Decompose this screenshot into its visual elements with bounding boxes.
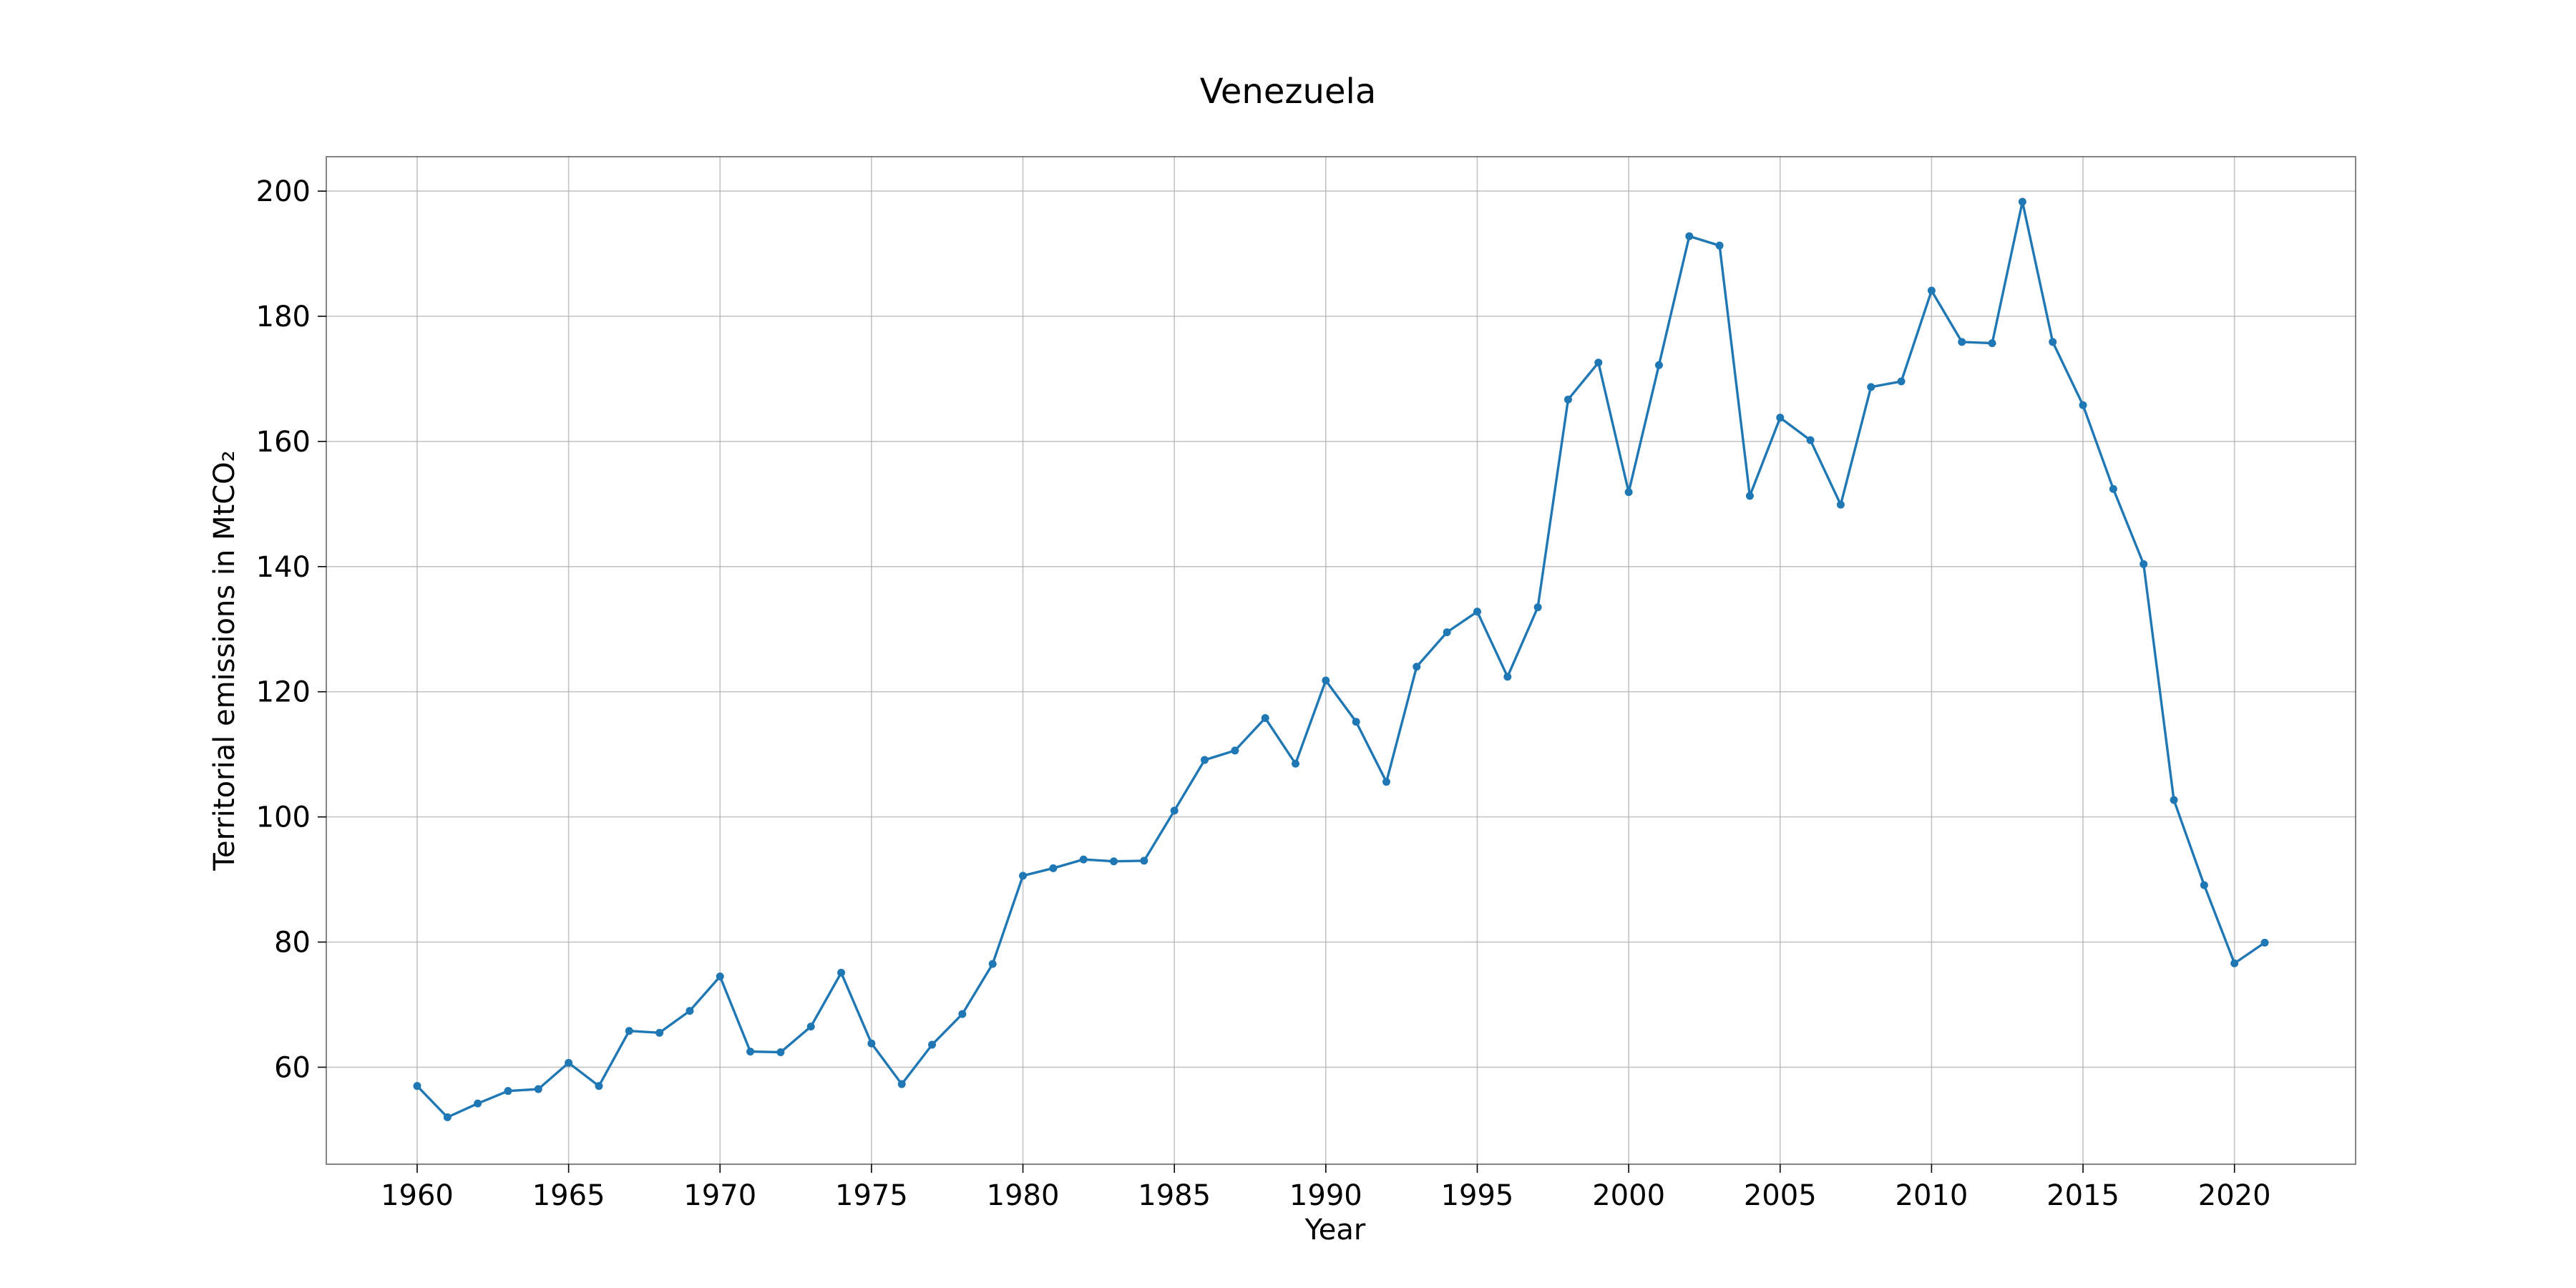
x-tick-label: 1995: [1441, 1179, 1514, 1212]
data-point: [625, 1027, 633, 1035]
data-point: [776, 1048, 785, 1056]
plot-frame: [326, 156, 2356, 1165]
data-point: [1897, 377, 1906, 386]
x-tick-label: 2015: [2046, 1179, 2119, 1212]
x-tick-label: 1970: [683, 1179, 756, 1212]
data-point: [443, 1113, 452, 1121]
data-point: [1352, 718, 1360, 726]
x-tick-label: 1965: [532, 1179, 605, 1212]
data-point: [413, 1082, 421, 1091]
y-tick-label: 140: [256, 551, 311, 584]
data-point: [655, 1028, 664, 1037]
data-point: [716, 972, 724, 981]
axis-ticks: 1960 1965 1970 1975 1980 1985 1990 1995 2000 2005…: [256, 175, 2271, 1212]
data-point: [988, 960, 997, 968]
data-point: [1503, 673, 1512, 681]
chart-title: Venezuela: [1200, 72, 1377, 112]
data-point: [2140, 560, 2148, 568]
data-point: [1201, 756, 1209, 764]
data-point: [1988, 339, 1996, 348]
data-point: [1594, 358, 1603, 367]
data-point: [1533, 603, 1542, 612]
y-tick-label: 120: [256, 676, 311, 709]
data-point: [958, 1010, 967, 1018]
data-point: [1140, 857, 1148, 865]
data-point: [1382, 778, 1390, 786]
x-tick-label: 2005: [1744, 1179, 1817, 1212]
data-point: [1443, 628, 1451, 637]
data-point: [897, 1080, 906, 1088]
data-point: [1927, 286, 1936, 295]
data-point: [1836, 500, 1845, 509]
data-point: [1867, 383, 1875, 391]
data-point: [837, 968, 846, 977]
data-point: [1624, 488, 1633, 497]
x-tick-label: 2000: [1592, 1179, 1665, 1212]
data-point: [1292, 759, 1300, 768]
x-axis-label: Year: [1304, 1214, 1366, 1246]
x-tick-label: 1960: [381, 1179, 454, 1212]
data-point: [746, 1048, 755, 1056]
data-point: [1958, 338, 1966, 346]
x-tick-label: 2020: [2198, 1179, 2271, 1212]
data-point: [1473, 608, 1481, 616]
data-point: [806, 1023, 815, 1031]
y-axis-label: Territorial emissions in MtCO₂: [208, 450, 241, 871]
y-tick-label: 180: [256, 301, 311, 333]
data-point: [1110, 857, 1118, 866]
data-point: [2109, 484, 2117, 493]
series: [413, 197, 2269, 1121]
data-point: [565, 1058, 573, 1067]
data-point: [1745, 492, 1754, 500]
data-point: [1019, 872, 1028, 880]
data-point: [928, 1040, 937, 1049]
data-point: [1806, 436, 1815, 444]
data-point: [1413, 663, 1421, 671]
x-tick-label: 2010: [1896, 1179, 1968, 1212]
data-point: [2260, 938, 2269, 947]
data-point: [2018, 197, 2026, 206]
data-point: [2049, 338, 2057, 346]
data-point: [595, 1082, 603, 1091]
data-point: [1322, 676, 1330, 685]
data-point: [474, 1099, 482, 1108]
x-tick-label: 1985: [1138, 1179, 1211, 1212]
data-point: [1776, 414, 1785, 422]
grid: [326, 157, 2356, 1164]
x-tick-label: 1975: [835, 1179, 908, 1212]
x-tick-label: 1980: [987, 1179, 1060, 1212]
data-point: [2200, 881, 2208, 889]
data-point: [2079, 401, 2087, 409]
data-point: [1231, 746, 1239, 755]
y-tick-label: 200: [256, 175, 311, 208]
x-tick-label: 1990: [1289, 1179, 1362, 1212]
data-point: [534, 1085, 542, 1093]
data-point: [504, 1087, 512, 1096]
data-point: [2230, 959, 2239, 967]
series-line: [416, 201, 2265, 1119]
data-point: [1170, 806, 1179, 815]
data-point: [867, 1039, 876, 1048]
data-point: [1049, 864, 1058, 872]
y-tick-label: 100: [256, 801, 311, 834]
data-point: [686, 1007, 694, 1015]
data-point: [1079, 855, 1088, 864]
data-point: [1715, 241, 1724, 250]
data-point: [1261, 713, 1269, 722]
data-point: [1685, 232, 1694, 240]
y-tick-label: 160: [256, 426, 311, 459]
y-tick-label: 80: [274, 927, 311, 960]
data-point: [2170, 796, 2178, 804]
data-point: [1654, 361, 1663, 369]
y-tick-label: 60: [274, 1051, 311, 1084]
data-point: [1563, 395, 1572, 404]
